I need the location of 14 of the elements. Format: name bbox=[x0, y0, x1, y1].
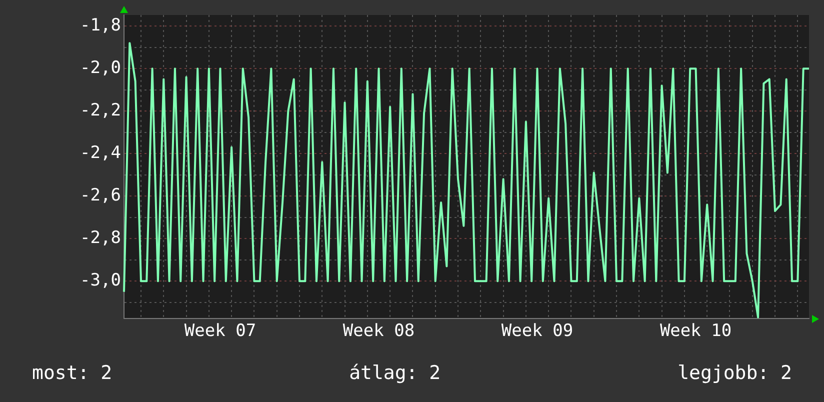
y-tick-label: -2,6 bbox=[80, 186, 121, 206]
y-tick-label: -3,0 bbox=[80, 270, 121, 291]
x-tick-label: Week 10 bbox=[660, 321, 732, 342]
y-tick-label: -2,8 bbox=[80, 228, 121, 248]
text: legjobb: 2 bbox=[678, 362, 792, 384]
y-tick-label: -1,8 bbox=[80, 15, 121, 36]
y-tick-label: -2,4 bbox=[80, 143, 121, 164]
text: most: 2 bbox=[32, 362, 112, 384]
x-tick-label: Week 08 bbox=[342, 321, 415, 342]
x-tick-label: Week 09 bbox=[501, 321, 574, 342]
y-tick-label: -2,0 bbox=[80, 58, 121, 78]
x-tick-label: Week 07 bbox=[184, 321, 256, 342]
y-tick-label: -2,2 bbox=[80, 100, 121, 121]
text: átlag: 2 bbox=[349, 362, 441, 384]
